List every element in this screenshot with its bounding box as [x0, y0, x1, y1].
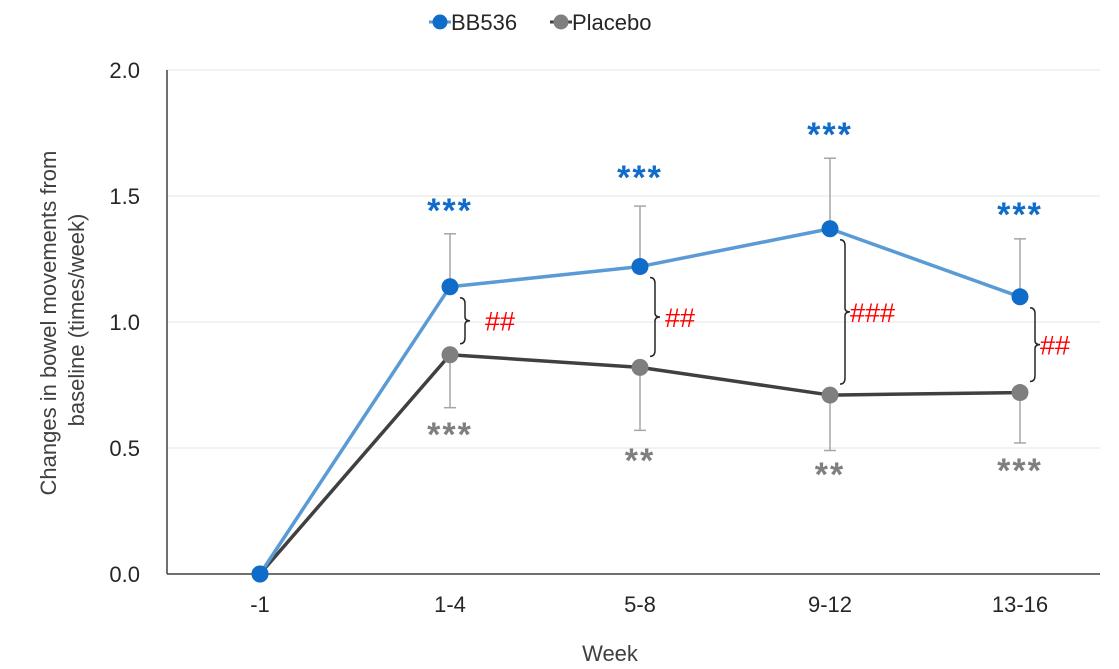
error-bars: [444, 157, 1026, 452]
y-tick-label: 1.5: [109, 184, 140, 209]
x-tick-label: 1-4: [434, 592, 466, 617]
data-point-bb536: [251, 565, 269, 583]
legend-label-bb536: BB536: [451, 10, 517, 35]
data-point-bb536: [631, 258, 649, 276]
significance-stars-bb536: ***: [997, 196, 1043, 234]
between-group-label: ##: [485, 307, 515, 337]
y-axis-label: Changes in bowel movements from baseline…: [36, 145, 89, 496]
between-group-label: ###: [850, 298, 895, 328]
bracket: [459, 296, 471, 345]
significance-stars-bb536: ***: [427, 192, 473, 230]
x-tick-label: 9-12: [808, 592, 852, 617]
x-tick-label: -1: [250, 592, 270, 617]
significance-stars-placebo: ***: [427, 416, 473, 454]
significance-labels: ## ## #####***************** ** ***: [427, 116, 1070, 494]
legend-marker-bb536: [432, 14, 448, 30]
significance-stars-bb536: ***: [617, 159, 663, 197]
data-point-bb536: [1011, 288, 1029, 306]
x-tick-label: 13-16: [992, 592, 1048, 617]
legend-marker-placebo: [553, 14, 569, 30]
between-group-label: ##: [1040, 331, 1070, 361]
y-tick-label: 2.0: [109, 58, 140, 83]
data-point-placebo: [631, 358, 649, 376]
between-group-label: ##: [665, 303, 695, 333]
y-tick-label: 0.0: [109, 562, 140, 587]
data-point-bb536: [821, 220, 839, 238]
y-axis-label-line2: baseline (times/week): [64, 214, 89, 427]
bracket: [1029, 307, 1041, 383]
bracket: [649, 276, 661, 358]
significance-brackets: [459, 239, 1041, 385]
gridlines: [167, 69, 1100, 449]
data-point-bb536: [441, 278, 459, 296]
legend: BB536 Placebo: [429, 10, 652, 35]
significance-stars-placebo: **: [815, 456, 845, 494]
data-point-placebo: [821, 386, 839, 404]
x-axis-ticks: -1 1-4 5-8 9-12 13-16: [250, 592, 1048, 617]
significance-stars-bb536: ***: [807, 116, 853, 154]
legend-label-placebo: Placebo: [572, 10, 652, 35]
significance-stars-placebo: ***: [997, 452, 1043, 490]
y-axis-label-line1: Changes in bowel movements from: [36, 151, 61, 496]
data-point-placebo: [1011, 384, 1029, 402]
x-axis-label: Week: [582, 641, 639, 666]
data-points: [251, 220, 1029, 583]
y-tick-label: 0.5: [109, 436, 140, 461]
data-point-placebo: [441, 346, 459, 364]
x-tick-label: 5-8: [624, 592, 656, 617]
y-axis-ticks: 0.0 0.5 1.0 1.5 2.0: [109, 58, 140, 587]
y-tick-label: 1.0: [109, 310, 140, 335]
bracket: [839, 239, 851, 385]
significance-stars-placebo: **: [625, 442, 655, 480]
